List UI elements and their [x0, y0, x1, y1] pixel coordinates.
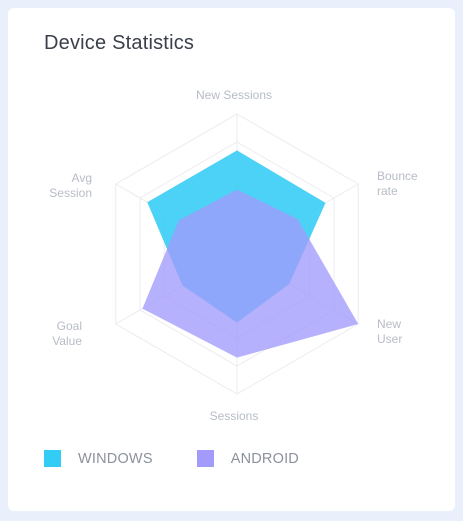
device-statistics-card: Device Statistics New Sessions Bounce rate…: [8, 8, 455, 511]
axis-label-new_sessions: New Sessions: [196, 88, 272, 102]
legend-item-android[interactable]: ANDROID: [196, 450, 299, 467]
legend-item-windows[interactable]: WINDOWS: [44, 450, 153, 467]
radar-series-areas: [142, 150, 359, 358]
legend-swatch-android: [196, 450, 214, 467]
legend-label-android: ANDROID: [230, 450, 299, 467]
axis-label-sessions: Sessions: [210, 409, 259, 423]
radar-chart: New Sessions Bounce rate New User Sessions Goa…: [49, 88, 418, 423]
legend-label-windows: WINDOWS: [78, 450, 153, 467]
axis-label-bounce_rate: Bounce rate: [377, 169, 418, 198]
card-title: Device Statistics: [44, 32, 195, 54]
axis-label-new_user: New User: [377, 317, 402, 346]
series-area-android: [142, 189, 359, 358]
legend-swatch-windows: [44, 450, 61, 467]
axis-label-goal_value: Goal Value: [52, 319, 82, 348]
chart-legend: WINDOWS ANDROID: [44, 450, 343, 467]
radar-axis-labels: New Sessions Bounce rate New User Sessions Goa…: [49, 88, 418, 423]
axis-label-avg_session: Avg Session: [49, 171, 92, 200]
